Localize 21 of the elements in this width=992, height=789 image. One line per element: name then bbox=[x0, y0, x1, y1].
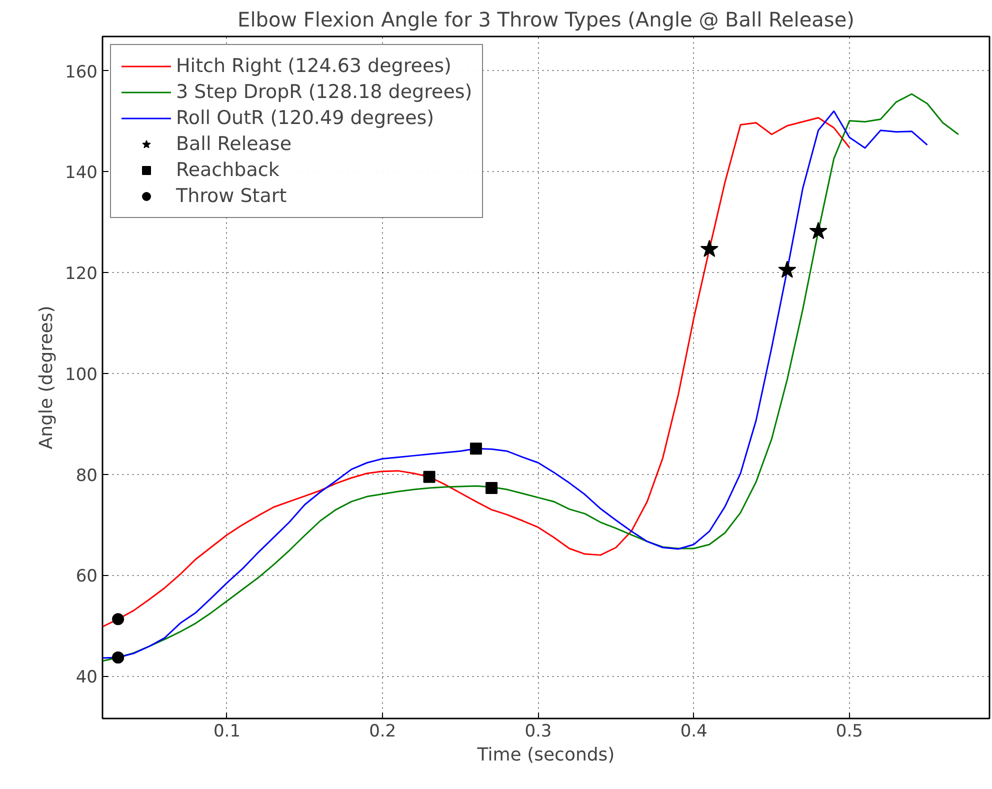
x-tick-label: 0.2 bbox=[369, 722, 396, 742]
y-tick-label: 60 bbox=[76, 566, 98, 587]
legend-label: Hitch Right (124.63 degrees) bbox=[176, 55, 452, 77]
legend-label: Reachback bbox=[176, 159, 280, 181]
legend-label: Throw Start bbox=[176, 185, 287, 207]
y-tick-label: 40 bbox=[76, 668, 98, 688]
legend-label: 3 Step DropR (128.18 degrees) bbox=[176, 81, 472, 103]
y-tick-label: 160 bbox=[65, 62, 98, 82]
y-tick-label: 80 bbox=[76, 466, 98, 486]
x-axis-title: Time (seconds) bbox=[476, 744, 615, 766]
x-tick-label: 0.5 bbox=[836, 722, 863, 742]
y-tick-label: 140 bbox=[65, 163, 98, 184]
x-tick-label: 0.3 bbox=[524, 722, 552, 742]
x-tick-label: 0.4 bbox=[680, 722, 708, 742]
chart-title: Elbow Flexion Angle for 3 Throw Types (Angle @ Ball Release) bbox=[238, 8, 854, 32]
legend-label: Roll OutR (120.49 degrees) bbox=[176, 107, 434, 129]
x-tick-label: 0.1 bbox=[213, 722, 241, 742]
legend-label: Ball Release bbox=[176, 133, 292, 155]
y-tick-label: 120 bbox=[65, 264, 98, 284]
y-axis-title: Angle (degrees) bbox=[36, 306, 58, 450]
y-tick-label: 100 bbox=[65, 364, 98, 385]
